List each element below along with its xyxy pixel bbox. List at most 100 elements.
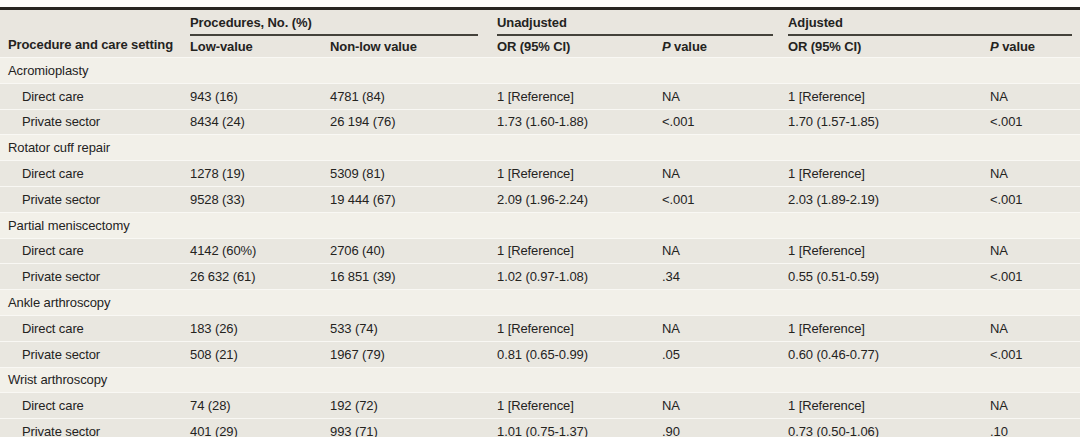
cell-or-adjusted: 2.03 (1.89-2.19): [788, 186, 990, 212]
cell-or-adjusted: 1.70 (1.57-1.85): [788, 109, 990, 135]
cell-or-unadjusted: 1 [Reference]: [497, 238, 662, 264]
section-label: Wrist arthroscopy: [0, 367, 1080, 393]
cell-or-adjusted: 1 [Reference]: [788, 83, 990, 109]
p-italic: P: [662, 39, 671, 54]
cell-non-low-value: 533 (74): [330, 315, 497, 341]
table-wrapper: Procedure and care setting Procedures, N…: [0, 0, 1080, 437]
section-label: Partial meniscectomy: [0, 212, 1080, 238]
cell-or-adjusted: 1 [Reference]: [788, 393, 990, 419]
section-row: Ankle arthroscopy: [0, 290, 1080, 316]
row-label: Direct care: [0, 393, 190, 419]
cell-low-value: 183 (26): [190, 315, 330, 341]
row-label: Private sector: [0, 341, 190, 367]
row-label: Private sector: [0, 186, 190, 212]
cell-p-unadjusted: .05: [662, 341, 788, 367]
cell-low-value: 4142 (60%): [190, 238, 330, 264]
cell-p-unadjusted: .34: [662, 264, 788, 290]
data-row: Private sector508 (21)1967 (79)0.81 (0.6…: [0, 341, 1080, 367]
cell-p-adjusted: <.001: [990, 109, 1080, 135]
cell-p-adjusted: NA: [990, 83, 1080, 109]
cell-p-unadjusted: <.001: [662, 186, 788, 212]
cell-p-adjusted: NA: [990, 315, 1080, 341]
data-row: Private sector401 (29)993 (71)1.01 (0.75…: [0, 419, 1080, 437]
header-group-procedures: Procedures, No. (%): [190, 9, 497, 37]
data-row: Private sector26 632 (61)16 851 (39)1.02…: [0, 264, 1080, 290]
header-group-adjusted: Adjusted: [788, 9, 1080, 37]
data-row: Direct care1278 (19)5309 (81)1 [Referenc…: [0, 161, 1080, 187]
cell-p-adjusted: <.001: [990, 341, 1080, 367]
cell-p-adjusted: <.001: [990, 186, 1080, 212]
cell-p-unadjusted: <.001: [662, 109, 788, 135]
header-procedure-and-care-setting: Procedure and care setting: [0, 9, 190, 58]
row-label: Direct care: [0, 83, 190, 109]
header-group-unadjusted-label: Unadjusted: [497, 12, 773, 36]
cell-p-adjusted: <.001: [990, 264, 1080, 290]
header-low-value: Low-value: [190, 36, 330, 58]
cell-non-low-value: 993 (71): [330, 419, 497, 437]
cell-low-value: 401 (29): [190, 419, 330, 437]
row-label: Private sector: [0, 109, 190, 135]
cell-low-value: 26 632 (61): [190, 264, 330, 290]
cell-low-value: 508 (21): [190, 341, 330, 367]
header-group-unadjusted: Unadjusted: [497, 9, 788, 37]
cell-non-low-value: 1967 (79): [330, 341, 497, 367]
data-row: Direct care74 (28)192 (72)1 [Reference]N…: [0, 393, 1080, 419]
cell-or-unadjusted: 1 [Reference]: [497, 315, 662, 341]
cell-non-low-value: 19 444 (67): [330, 186, 497, 212]
cell-p-adjusted: NA: [990, 238, 1080, 264]
cell-p-unadjusted: NA: [662, 315, 788, 341]
cell-p-adjusted: .10: [990, 419, 1080, 437]
row-label: Direct care: [0, 161, 190, 187]
cell-p-unadjusted: NA: [662, 393, 788, 419]
header-p-value-adjusted: P value: [990, 36, 1080, 58]
cell-p-adjusted: NA: [990, 393, 1080, 419]
data-row: Private sector8434 (24)26 194 (76)1.73 (…: [0, 109, 1080, 135]
cell-or-unadjusted: 0.81 (0.65-0.99): [497, 341, 662, 367]
cell-low-value: 74 (28): [190, 393, 330, 419]
header-non-low-value: Non-low value: [330, 36, 497, 58]
section-label: Rotator cuff repair: [0, 135, 1080, 161]
table-body: AcromioplastyDirect care943 (16)4781 (84…: [0, 58, 1080, 437]
cell-or-adjusted: 0.73 (0.50-1.06): [788, 419, 990, 437]
cell-non-low-value: 2706 (40): [330, 238, 497, 264]
header-group-adjusted-label: Adjusted: [788, 12, 1072, 36]
row-label: Direct care: [0, 238, 190, 264]
cell-or-unadjusted: 1 [Reference]: [497, 393, 662, 419]
cell-low-value: 8434 (24): [190, 109, 330, 135]
section-row: Rotator cuff repair: [0, 135, 1080, 161]
cell-p-unadjusted: NA: [662, 238, 788, 264]
section-label: Ankle arthroscopy: [0, 290, 1080, 316]
table-header: Procedure and care setting Procedures, N…: [0, 9, 1080, 58]
cell-or-adjusted: 0.55 (0.51-0.59): [788, 264, 990, 290]
cell-or-unadjusted: 1.02 (0.97-1.08): [497, 264, 662, 290]
cell-non-low-value: 16 851 (39): [330, 264, 497, 290]
row-label: Direct care: [0, 315, 190, 341]
cell-or-adjusted: 1 [Reference]: [788, 161, 990, 187]
section-row: Acromioplasty: [0, 58, 1080, 84]
p-rest: value: [674, 39, 707, 54]
cell-or-adjusted: 1 [Reference]: [788, 238, 990, 264]
header-p-value-unadjusted: P value: [662, 36, 788, 58]
cell-non-low-value: 192 (72): [330, 393, 497, 419]
cell-p-unadjusted: NA: [662, 161, 788, 187]
cell-p-adjusted: NA: [990, 161, 1080, 187]
header-group-procedures-label: Procedures, No. (%): [190, 12, 478, 36]
section-label: Acromioplasty: [0, 58, 1080, 84]
cell-or-adjusted: 1 [Reference]: [788, 315, 990, 341]
cell-low-value: 943 (16): [190, 83, 330, 109]
cell-or-unadjusted: 1.01 (0.75-1.37): [497, 419, 662, 437]
data-row: Direct care943 (16)4781 (84)1 [Reference…: [0, 83, 1080, 109]
cell-p-unadjusted: .90: [662, 419, 788, 437]
section-row: Wrist arthroscopy: [0, 367, 1080, 393]
cell-non-low-value: 5309 (81): [330, 161, 497, 187]
header-or-adjusted: OR (95% CI): [788, 36, 990, 58]
cell-low-value: 9528 (33): [190, 186, 330, 212]
data-row: Direct care183 (26)533 (74)1 [Reference]…: [0, 315, 1080, 341]
row-label: Private sector: [0, 419, 190, 437]
row-label: Private sector: [0, 264, 190, 290]
cell-non-low-value: 26 194 (76): [330, 109, 497, 135]
procedures-table: Procedure and care setting Procedures, N…: [0, 7, 1080, 437]
data-row: Private sector9528 (33)19 444 (67)2.09 (…: [0, 186, 1080, 212]
cell-or-unadjusted: 1 [Reference]: [497, 83, 662, 109]
cell-or-adjusted: 0.60 (0.46-0.77): [788, 341, 990, 367]
